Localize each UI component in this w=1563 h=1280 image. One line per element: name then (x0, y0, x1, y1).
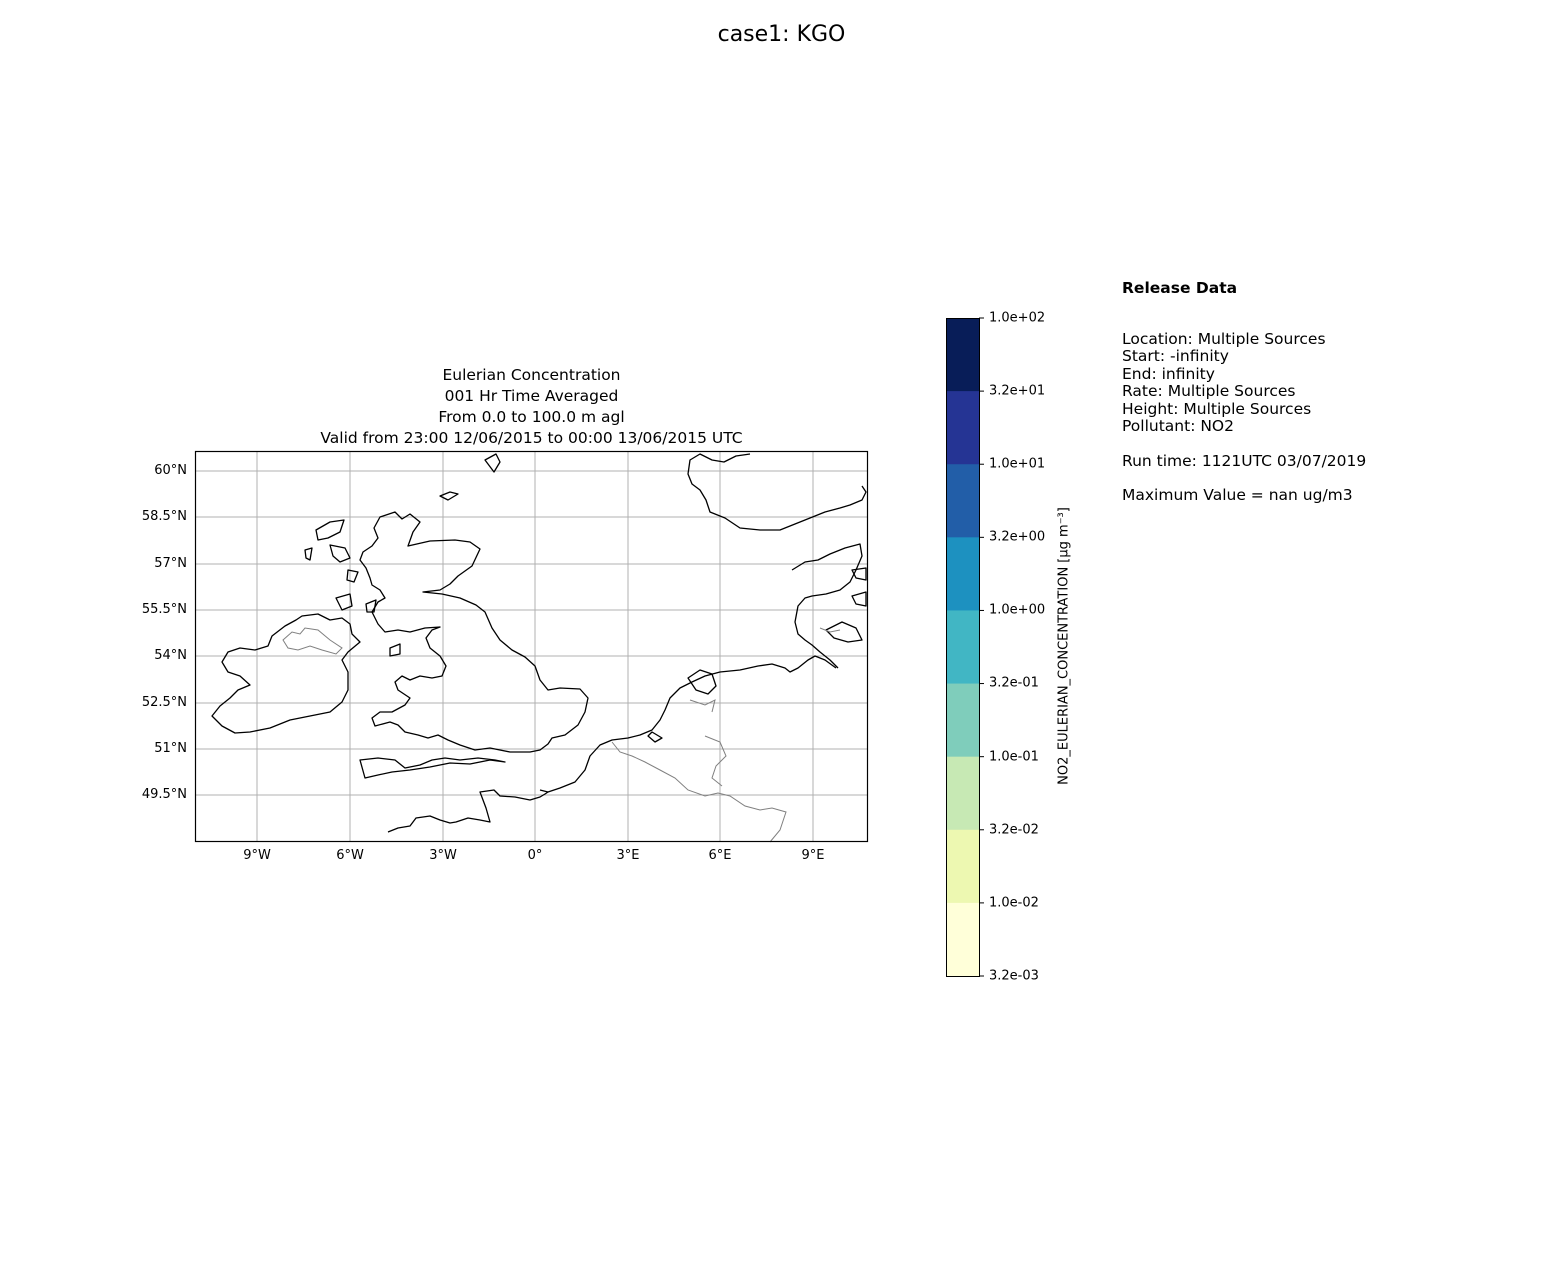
map-title-line-1: Eulerian Concentration (442, 366, 621, 384)
lat-tick-55.5: 55.5°N (141, 602, 187, 617)
colorbar-tick: 3.2e-01 (989, 675, 1039, 691)
lon-tick-6w: 6°W (336, 848, 364, 863)
release-pollutant: Pollutant: NO2 (1122, 417, 1234, 435)
colorbar-tick: 1.0e+00 (989, 602, 1046, 618)
release-end: End: infinity (1122, 364, 1215, 383)
map-title-line-4: Valid from 23:00 12/06/2015 to 00:00 13/… (320, 429, 743, 447)
lat-tick-49.5: 49.5°N (141, 787, 187, 802)
lon-tick-0: 0° (527, 848, 543, 863)
graticule (195, 451, 867, 841)
coastline-ireland (211, 613, 361, 734)
release-start: Start: -infinity (1122, 347, 1229, 365)
lon-tick-3e: 3°E (616, 848, 640, 863)
colorbar-segment (946, 829, 979, 904)
colorbar-tick: 3.2e+00 (989, 529, 1046, 545)
colorbar-tick: 3.2e+01 (989, 383, 1046, 399)
release-location: Location: Multiple Sources (1122, 329, 1326, 348)
lat-tick-58.5: 58.5°N (141, 509, 187, 524)
colorbar-tick: 1.0e+02 (989, 310, 1046, 326)
release-max-value: Maximum Value = nan ug/m3 (1122, 486, 1353, 504)
release-run-time: Run time: 1121UTC 03/07/2019 (1122, 451, 1367, 470)
figure-title: case1: KGO (717, 22, 846, 47)
country-borders (282, 627, 841, 843)
colorbar-label: NO2_EULERIAN_CONCENTRATION [μg m⁻³] (1056, 507, 1072, 785)
colorbar-segment (946, 902, 979, 977)
colorbar-segment (946, 610, 979, 685)
colorbar-segment (946, 756, 979, 831)
release-data-panel: Release Data Location: Multiple Sources … (1122, 279, 1367, 505)
release-height: Height: Multiple Sources (1122, 399, 1312, 418)
lat-tick-52.5: 52.5°N (141, 695, 187, 710)
coastline-great-britain (359, 511, 589, 753)
colorbar (946, 317, 984, 977)
colorbar-segment (946, 683, 979, 758)
colorbar-tick: 1.0e+01 (989, 456, 1046, 472)
colorbar-tick: 3.2e-02 (989, 822, 1039, 838)
map-frame (194, 450, 869, 843)
lat-tick-60: 60°N (154, 463, 187, 478)
colorbar-segment (946, 464, 979, 538)
map-axes (194, 450, 869, 843)
colorbar-tick: 1.0e-02 (989, 895, 1039, 911)
colorbar-tick: 3.2e-03 (989, 968, 1039, 984)
lon-tick-9e: 9°E (801, 848, 825, 863)
colorbar-segment (946, 318, 979, 392)
colorbar-segment (946, 537, 979, 611)
lat-tick-57: 57°N (154, 556, 187, 571)
lat-tick-54: 54°N (154, 648, 187, 663)
map-title-line-3: From 0.0 to 100.0 m agl (438, 408, 625, 426)
colorbar-segment (946, 391, 979, 465)
lon-tick-9w: 9°W (243, 848, 271, 863)
release-rate: Rate: Multiple Sources (1122, 382, 1296, 400)
lon-tick-6e: 6°E (708, 848, 732, 863)
release-data-heading: Release Data (1122, 279, 1238, 297)
lat-tick-51: 51°N (154, 741, 187, 756)
lon-tick-3w: 3°W (429, 848, 457, 863)
colorbar-tick: 1.0e-01 (989, 749, 1039, 765)
colorbar-frame (946, 318, 980, 977)
coastlines (211, 453, 867, 833)
map-title-line-2: 001 Hr Time Averaged (444, 387, 619, 405)
